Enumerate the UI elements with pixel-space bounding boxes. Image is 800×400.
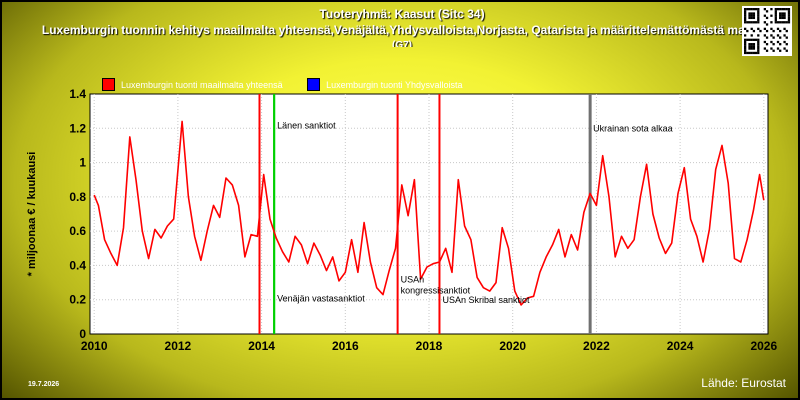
chart-title: Tuoteryhmä: Kaasut (Sitc 34) bbox=[319, 7, 485, 21]
y-tick-label: 0.4 bbox=[69, 258, 86, 272]
x-tick-label: 2026 bbox=[750, 339, 777, 353]
chart-date: 19.7.2026 bbox=[28, 381, 60, 388]
qr-code-icon[interactable] bbox=[742, 6, 792, 56]
x-tick-label: 2014 bbox=[248, 339, 275, 353]
y-tick-label: 0.6 bbox=[69, 224, 86, 238]
x-tick-label: 2018 bbox=[416, 339, 443, 353]
annotation-label: USAn Skribal sanktiot bbox=[442, 295, 530, 305]
legend: Luxemburgin tuonti maailmalta yhteensä L… bbox=[102, 78, 485, 93]
y-tick-label: 0.2 bbox=[69, 293, 86, 307]
annotation-label-line: USAn bbox=[401, 275, 425, 285]
annotation-label: Ukrainan sota alkaa bbox=[593, 124, 673, 134]
x-tick-label: 2010 bbox=[81, 339, 108, 353]
y-tick-label: 0 bbox=[79, 327, 86, 341]
annotation-label: USAn kongressisanktiot bbox=[401, 275, 471, 296]
legend-label-world: Luxemburgin tuonti maailmalta yhteensä bbox=[121, 79, 283, 90]
legend-swatch-usa bbox=[307, 78, 321, 91]
annotation-label: Venäjän vastasanktiot bbox=[277, 293, 365, 303]
legend-item-world: Luxemburgin tuonti maailmalta yhteensä bbox=[102, 78, 283, 91]
x-tick-label: 2016 bbox=[332, 339, 359, 353]
legend-swatch-world bbox=[102, 78, 115, 91]
legend-label-usa: Luxemburgin tuonti Yhdysvalloista bbox=[326, 79, 463, 90]
x-tick-label: 2022 bbox=[583, 339, 610, 353]
x-tick-label: 2024 bbox=[667, 339, 694, 353]
chart-subtitle: Luxemburgin tuonnin kehitys maailmalta y… bbox=[41, 23, 763, 37]
series-line-world bbox=[93, 120, 765, 306]
annotation-label: Länen sanktiot bbox=[277, 120, 336, 130]
y-tick-label: 1.4 bbox=[69, 87, 86, 101]
chart-subtitle-continued: (G7) bbox=[392, 40, 412, 47]
y-tick-label: 1 bbox=[79, 156, 86, 170]
source-label: Lähde: Eurostat bbox=[701, 376, 786, 390]
y-tick-label: 0.8 bbox=[69, 190, 86, 204]
y-tick-label: 1.2 bbox=[69, 121, 86, 135]
x-tick-label: 2020 bbox=[499, 339, 526, 353]
x-tick-label: 2012 bbox=[165, 339, 192, 353]
legend-item-usa: Luxemburgin tuonti Yhdysvalloista bbox=[307, 78, 463, 91]
annotation-label-line: kongressisanktiot bbox=[401, 286, 471, 296]
